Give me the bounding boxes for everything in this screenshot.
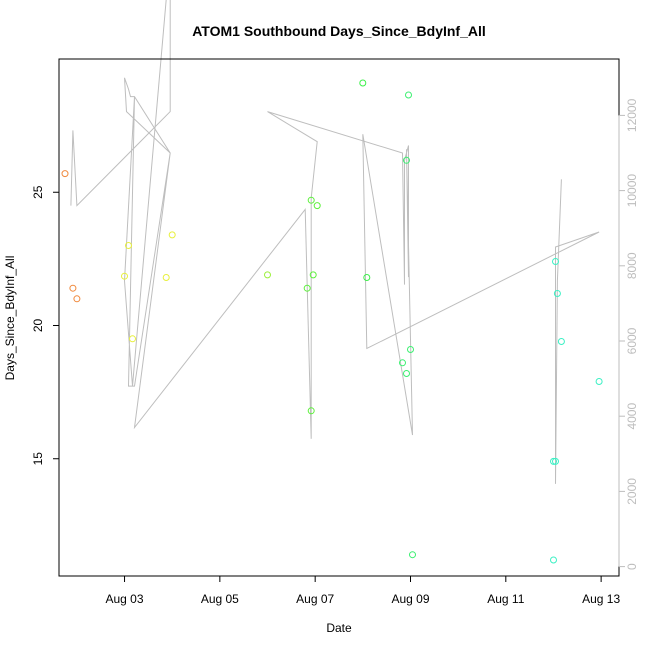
y-tick-label: 15 — [31, 452, 45, 466]
x-tick-label: Aug 09 — [391, 592, 429, 606]
data-point — [162, 274, 170, 281]
data-point — [552, 258, 559, 265]
data-point — [550, 457, 557, 465]
data-point — [403, 156, 410, 164]
y2-tick-label: 10000 — [625, 174, 639, 208]
data-point — [405, 91, 412, 99]
chart-title: ATOM1 Southbound Days_Since_BdyInf_All — [192, 23, 486, 39]
y-axis-label: Days_Since_BdyInf_All — [3, 256, 17, 381]
data-point — [121, 272, 128, 280]
duration-line — [70, 0, 600, 484]
y2-tick-label: 6000 — [625, 327, 639, 354]
data-point — [399, 359, 406, 367]
data-point — [307, 196, 315, 204]
data-point — [363, 274, 371, 281]
x-tick-label: Aug 05 — [201, 592, 239, 606]
y-axis-right: 0 2000 4000 6000 8000 10000 12000 — [618, 98, 639, 570]
data-point — [313, 202, 321, 210]
y2-tick-label: 12000 — [625, 98, 639, 132]
data-point — [61, 170, 69, 178]
x-tick-label: Aug 03 — [106, 592, 144, 606]
y-tick-label: 25 — [31, 185, 45, 199]
x-tick-label: Aug 13 — [582, 592, 620, 606]
data-point — [125, 242, 132, 249]
data-point — [553, 290, 561, 297]
data-point — [407, 346, 414, 353]
data-point — [552, 457, 559, 465]
y-axis-left: 15 20 25 — [31, 185, 60, 466]
data-point — [168, 231, 176, 239]
data-point — [359, 79, 367, 87]
x-axis: Aug 03 Aug 05 Aug 07 Aug 09 Aug 11 Aug 13 — [106, 575, 620, 606]
y2-tick-label: 8000 — [625, 252, 639, 279]
y2-tick-label: 0 — [625, 563, 639, 570]
data-point — [69, 284, 77, 292]
data-point — [403, 370, 410, 377]
duration-line-layer — [70, 0, 600, 484]
data-point — [309, 271, 317, 279]
data-point — [550, 556, 557, 564]
x-axis-label: Date — [326, 621, 352, 635]
x-tick-label: Aug 07 — [296, 592, 334, 606]
data-point — [129, 335, 136, 343]
plot-area — [58, 58, 620, 577]
data-point — [307, 407, 315, 415]
data-point — [409, 551, 416, 559]
y2-tick-label: 2000 — [625, 478, 639, 505]
y2-tick-label: 4000 — [625, 403, 639, 430]
data-point — [303, 284, 311, 292]
data-point — [595, 378, 603, 385]
y-tick-label: 20 — [31, 319, 45, 333]
data-point — [73, 295, 81, 303]
data-point-layer — [61, 79, 603, 564]
x-tick-label: Aug 11 — [487, 592, 524, 606]
data-point — [264, 271, 271, 279]
data-point — [557, 338, 565, 345]
